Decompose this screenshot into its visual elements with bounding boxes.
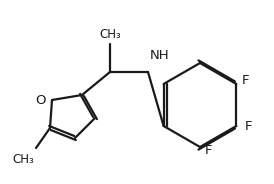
Text: NH: NH xyxy=(150,49,170,62)
Text: F: F xyxy=(205,144,213,157)
Text: F: F xyxy=(244,119,252,132)
Text: CH₃: CH₃ xyxy=(99,28,121,41)
Text: CH₃: CH₃ xyxy=(12,153,34,166)
Text: O: O xyxy=(36,93,46,107)
Text: F: F xyxy=(241,73,249,86)
